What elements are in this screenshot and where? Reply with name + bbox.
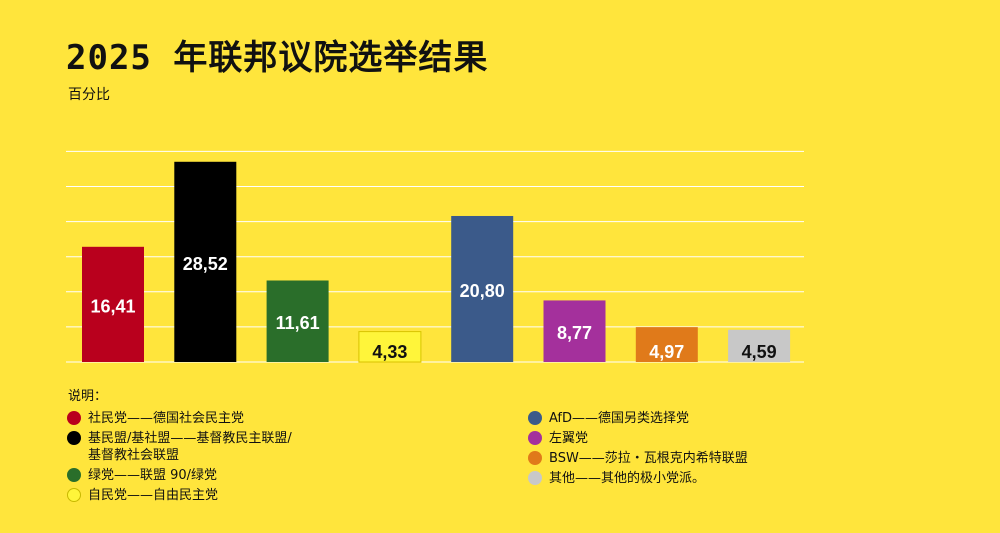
bar-value-label: 8,77 xyxy=(557,323,592,343)
bar-value-label: 20,80 xyxy=(460,281,505,301)
bar-spd xyxy=(82,246,144,362)
legend-item: 左翼党 xyxy=(528,430,958,447)
legend-label: 其他——其他的极小党派。 xyxy=(549,471,706,486)
legend-swatch-icon xyxy=(67,411,81,425)
legend-label: 基民盟/基社盟——基督教民主联盟/ 基督教社会联盟 xyxy=(88,431,292,463)
bar-grne xyxy=(266,280,329,362)
legend-label: 社民党——德国社会民主党 xyxy=(88,411,245,426)
bar-fdp xyxy=(358,331,422,363)
chart-title: 2025 年联邦议院选举结果 xyxy=(66,38,489,78)
bar-linke xyxy=(543,300,606,362)
legend-label: 自民党——自由民主党 xyxy=(88,488,219,503)
legend-swatch-icon xyxy=(528,451,542,465)
bar-sonstige xyxy=(728,329,791,362)
bar-value-label: 4,97 xyxy=(649,342,684,362)
legend-column-left: 社民党——德国社会民主党基民盟/基社盟——基督教民主联盟/ 基督教社会联盟绿党—… xyxy=(67,410,497,507)
bar-cducsu xyxy=(174,161,237,362)
bar-value-label: 16,41 xyxy=(90,296,135,316)
legend-swatch-icon xyxy=(528,411,542,425)
legend-item: 社民党——德国社会民主党 xyxy=(67,410,497,427)
legend-heading: 说明： xyxy=(68,389,108,404)
legend-label: AfD——德国另类选择党 xyxy=(549,411,690,426)
legend-swatch-icon xyxy=(528,471,542,485)
legend-item: 绿党——联盟 90/绿党 xyxy=(67,467,497,484)
bar-bsw xyxy=(635,327,698,362)
bar-afd xyxy=(451,215,514,362)
legend-item: AfD——德国另类选择党 xyxy=(528,410,958,427)
legend-item: 自民党——自由民主党 xyxy=(67,487,497,504)
legend-label: 绿党——联盟 90/绿党 xyxy=(88,468,218,483)
legend-label: BSW——莎拉・瓦根克内希特联盟 xyxy=(549,451,748,466)
legend-swatch-icon xyxy=(67,431,81,445)
legend-column-right: AfD——德国另类选择党 左翼党 BSW——莎拉・瓦根克内希特联盟 其他——其他的极小… xyxy=(528,410,958,490)
bar-value-label: 4,33 xyxy=(372,342,407,362)
legend-item: BSW——莎拉・瓦根克内希特联盟 xyxy=(528,450,958,467)
legend-swatch-icon xyxy=(528,431,542,445)
legend-item: 其他——其他的极小党派。 xyxy=(528,470,958,487)
legend-item: 基民盟/基社盟——基督教民主联盟/ 基督教社会联盟 xyxy=(67,430,497,464)
bar-chart: 16,41 28,52 11,61 4,33 20,80 8,77 4,97 4,59 xyxy=(66,150,804,363)
chart-subtitle: 百分比 xyxy=(68,87,110,103)
legend-swatch-icon xyxy=(67,488,81,502)
bar-value-label: 11,61 xyxy=(276,313,320,333)
legend-swatch-icon xyxy=(67,468,81,482)
legend-label: 左翼党 xyxy=(549,431,589,446)
bar-value-label: 28,52 xyxy=(183,254,228,274)
bar-value-label: 4,59 xyxy=(742,342,777,362)
